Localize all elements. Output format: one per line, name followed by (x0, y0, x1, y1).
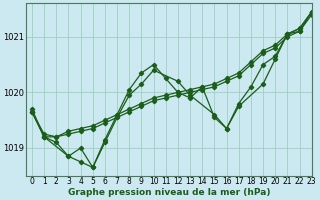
X-axis label: Graphe pression niveau de la mer (hPa): Graphe pression niveau de la mer (hPa) (68, 188, 270, 197)
